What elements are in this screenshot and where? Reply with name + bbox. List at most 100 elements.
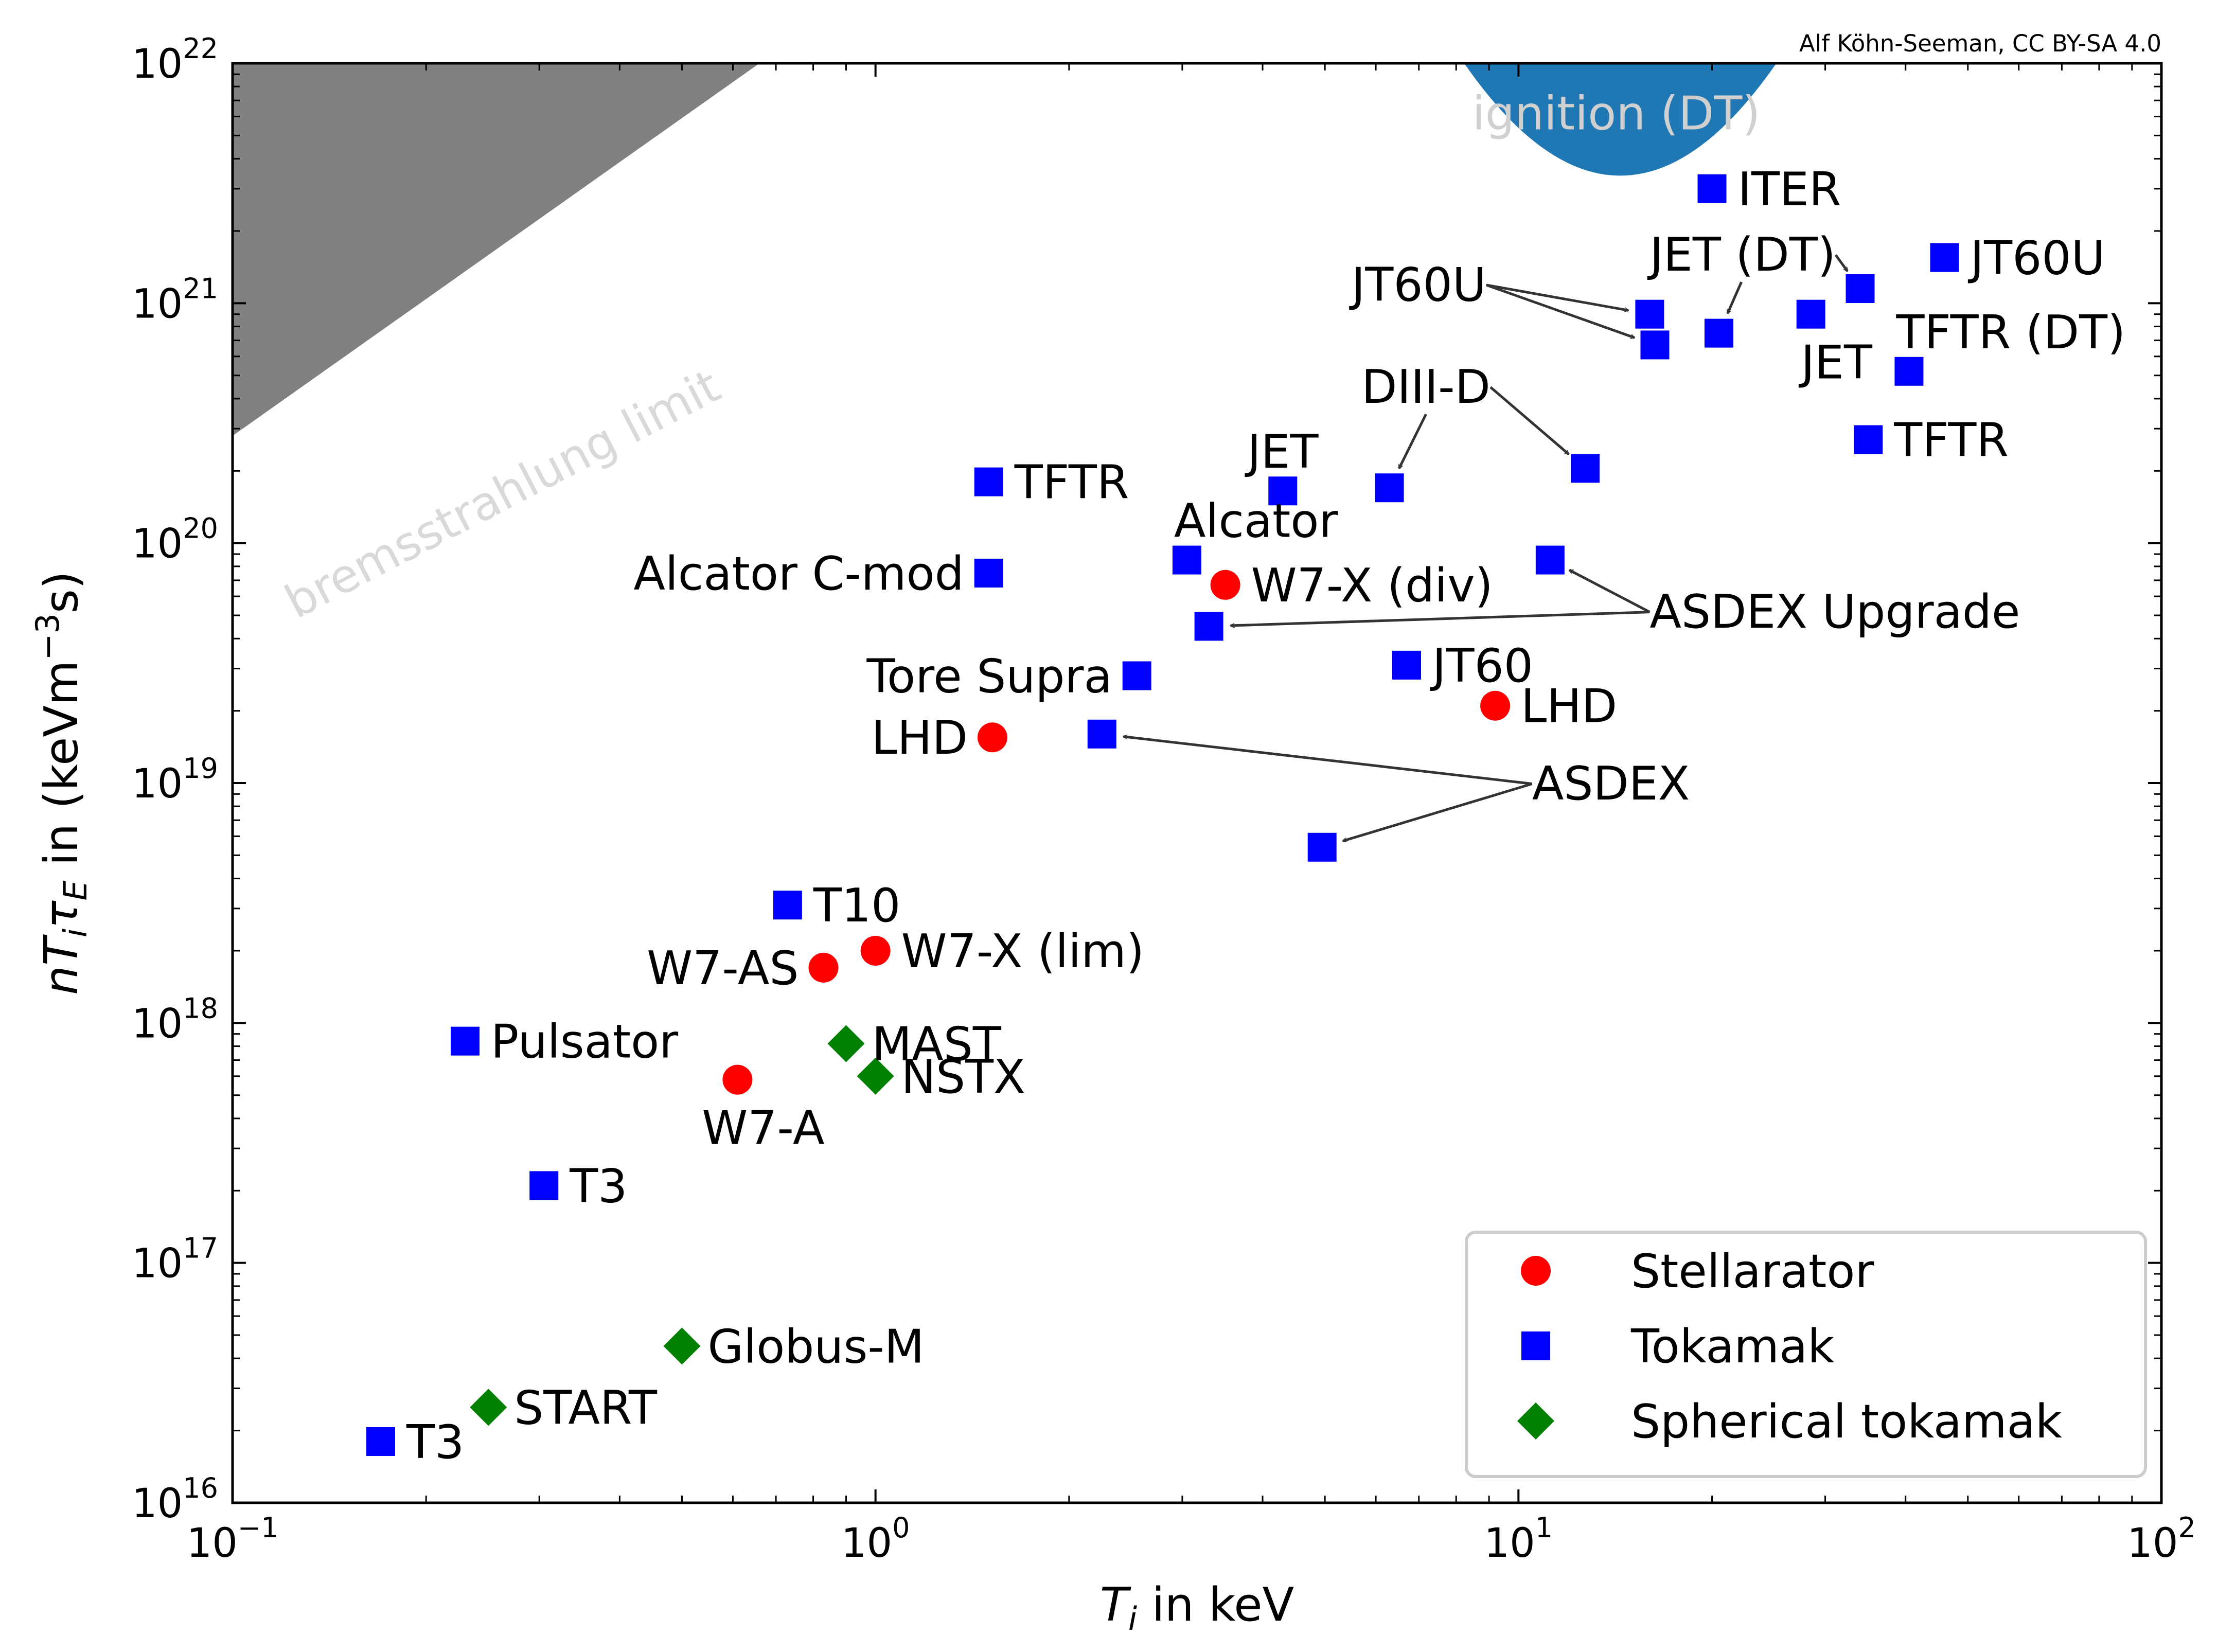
stellarator-label-0: W7-X (div) bbox=[1251, 559, 1493, 613]
legend-marker-stellarator bbox=[1521, 1256, 1551, 1286]
stellarator-label-5: W7-A bbox=[702, 1102, 824, 1156]
ignition-label: ignition (DT) bbox=[1472, 87, 1761, 141]
tokamak-point-24 bbox=[366, 1427, 395, 1456]
annotation-jet-dt: JET (DT) bbox=[1647, 228, 1836, 282]
stellarator-point-0 bbox=[1210, 570, 1240, 600]
spherical-tokamak-label-2: Globus-M bbox=[707, 1320, 924, 1374]
tokamak-label-17: JT60 bbox=[1430, 639, 1533, 693]
stellarator-point-5 bbox=[722, 1064, 753, 1095]
tokamak-point-6 bbox=[1796, 299, 1825, 329]
x-tick-label-1: 100 bbox=[841, 1512, 910, 1567]
tokamak-label-22: Pulsator bbox=[491, 1015, 678, 1069]
tokamak-point-7 bbox=[1894, 357, 1924, 386]
ignition-region bbox=[1464, 63, 1777, 176]
annotation-arrow-asdex-upgrade-1 bbox=[1231, 611, 1650, 626]
annotation-arrow-jet-dt-1 bbox=[1834, 254, 1849, 271]
tokamak-label-11: JET bbox=[1245, 425, 1319, 479]
y-tick-label-5: 1021 bbox=[132, 272, 218, 327]
x-tick-label-3: 102 bbox=[2127, 1512, 2196, 1567]
spherical-tokamak-label-3: START bbox=[514, 1381, 658, 1435]
y-tick-label-6: 1022 bbox=[132, 32, 218, 87]
y-tick-label-2: 1018 bbox=[132, 992, 218, 1047]
tokamak-point-3 bbox=[1635, 299, 1664, 329]
tokamak-label-12: TFTR bbox=[1014, 456, 1129, 510]
legend-label-tokamak: Tokamak bbox=[1630, 1320, 1834, 1374]
tokamak-point-8 bbox=[1854, 425, 1883, 454]
annotation-arrow-asdex-upgrade-0 bbox=[1569, 569, 1651, 613]
stellarator-label-4: W7-AS bbox=[647, 942, 799, 996]
y-axis-title: nTiτE in (keVm−3s) bbox=[29, 571, 94, 995]
y-tick-label-0: 1016 bbox=[132, 1472, 218, 1527]
legend-box bbox=[1465, 1231, 2147, 1478]
tokamak-point-4 bbox=[1640, 330, 1670, 360]
annotation-arrow-diii-d-0 bbox=[1398, 413, 1427, 469]
tokamak-point-13 bbox=[974, 558, 1003, 588]
stellarator-point-3 bbox=[860, 935, 891, 966]
annotation-arrow-jt60u-0 bbox=[1486, 283, 1628, 310]
tokamak-point-2 bbox=[1846, 274, 1875, 304]
spherical-tokamak-point-2 bbox=[663, 1327, 701, 1365]
stellarator-point-2 bbox=[977, 722, 1007, 753]
spherical-tokamak-point-0 bbox=[827, 1025, 865, 1062]
annotation-diii-d: DIII-D bbox=[1361, 360, 1491, 414]
legend-label-spherical-tokamak: Spherical tokamak bbox=[1631, 1395, 2062, 1449]
x-axis-title: Ti in keV bbox=[1100, 1578, 1294, 1638]
annotation-arrow-asdex-1 bbox=[1343, 783, 1533, 841]
tokamak-point-19 bbox=[1087, 719, 1116, 749]
tokamak-point-1 bbox=[1930, 243, 1959, 272]
bremsstrahlung-region bbox=[233, 63, 760, 436]
annotation-asdex: ASDEX bbox=[1532, 757, 1690, 811]
credit-text: Alf Köhn-Seeman, CC BY-SA 4.0 bbox=[1799, 30, 2161, 57]
tokamak-label-18: Tore Supra bbox=[866, 649, 1112, 703]
tokamak-label-8: TFTR bbox=[1893, 414, 2009, 468]
spherical-tokamak-label-1: NSTX bbox=[901, 1050, 1025, 1104]
tokamak-label-0: ITER bbox=[1738, 163, 1841, 217]
y-tick-label-4: 1020 bbox=[132, 512, 218, 567]
x-tick-label-0: 10−1 bbox=[187, 1512, 279, 1567]
tokamak-point-21 bbox=[773, 891, 802, 920]
stellarator-point-1 bbox=[1480, 690, 1511, 721]
y-tick-label-1: 1017 bbox=[132, 1232, 218, 1287]
annotation-arrow-diii-d-1 bbox=[1489, 386, 1569, 455]
legend-marker-tokamak bbox=[1521, 1331, 1550, 1360]
legend-marker-spherical-tokamak bbox=[1517, 1402, 1554, 1440]
tokamak-point-15 bbox=[1535, 545, 1565, 575]
tokamak-point-22 bbox=[451, 1026, 480, 1056]
tokamak-label-14: Alcator bbox=[1174, 494, 1338, 548]
tokamak-point-11 bbox=[1268, 476, 1298, 506]
stellarator-label-2: LHD bbox=[872, 711, 968, 765]
tokamak-point-17 bbox=[1392, 650, 1421, 680]
annotation-jt60u: JT60U bbox=[1349, 258, 1486, 312]
tokamak-point-16 bbox=[1194, 612, 1223, 641]
annotation-arrow-jt60u-1 bbox=[1485, 283, 1635, 339]
tokamak-point-10 bbox=[1375, 473, 1404, 503]
tokamak-label-6: JET bbox=[1799, 336, 1873, 390]
tokamak-label-1: JT60U bbox=[1968, 232, 2105, 286]
stellarator-point-4 bbox=[808, 952, 839, 983]
tokamak-point-9 bbox=[1571, 454, 1600, 483]
spherical-tokamak-point-1 bbox=[857, 1057, 894, 1095]
tokamak-point-12 bbox=[974, 467, 1003, 496]
tokamak-point-0 bbox=[1697, 174, 1727, 203]
tokamak-point-23 bbox=[529, 1171, 559, 1200]
annotation-arrow-asdex-0 bbox=[1123, 737, 1533, 785]
tokamak-point-5 bbox=[1704, 318, 1733, 348]
tokamak-label-13: Alcator C-mod bbox=[633, 547, 964, 601]
annotation-arrow-jet-dt-0 bbox=[1726, 281, 1743, 313]
tokamak-point-20 bbox=[1307, 832, 1337, 862]
x-tick-label-2: 101 bbox=[1484, 1512, 1553, 1567]
tokamak-label-7: TFTR (DT) bbox=[1895, 306, 2125, 360]
tokamak-point-14 bbox=[1172, 545, 1201, 575]
tokamak-label-21: T10 bbox=[813, 879, 901, 933]
annotation-asdex-upgrade: ASDEX Upgrade bbox=[1649, 585, 2020, 639]
stellarator-label-1: LHD bbox=[1521, 680, 1617, 734]
tokamak-point-18 bbox=[1122, 661, 1151, 690]
tokamak-label-23: T3 bbox=[569, 1159, 627, 1213]
y-tick-label-3: 1019 bbox=[132, 752, 218, 807]
spherical-tokamak-point-3 bbox=[470, 1389, 507, 1426]
tokamak-label-24: T3 bbox=[406, 1415, 464, 1469]
legend-label-stellarator: Stellarator bbox=[1631, 1245, 1874, 1299]
spherical-tokamak-label-0: MAST bbox=[872, 1018, 1001, 1072]
stellarator-label-3: W7-X (lim) bbox=[901, 925, 1144, 979]
